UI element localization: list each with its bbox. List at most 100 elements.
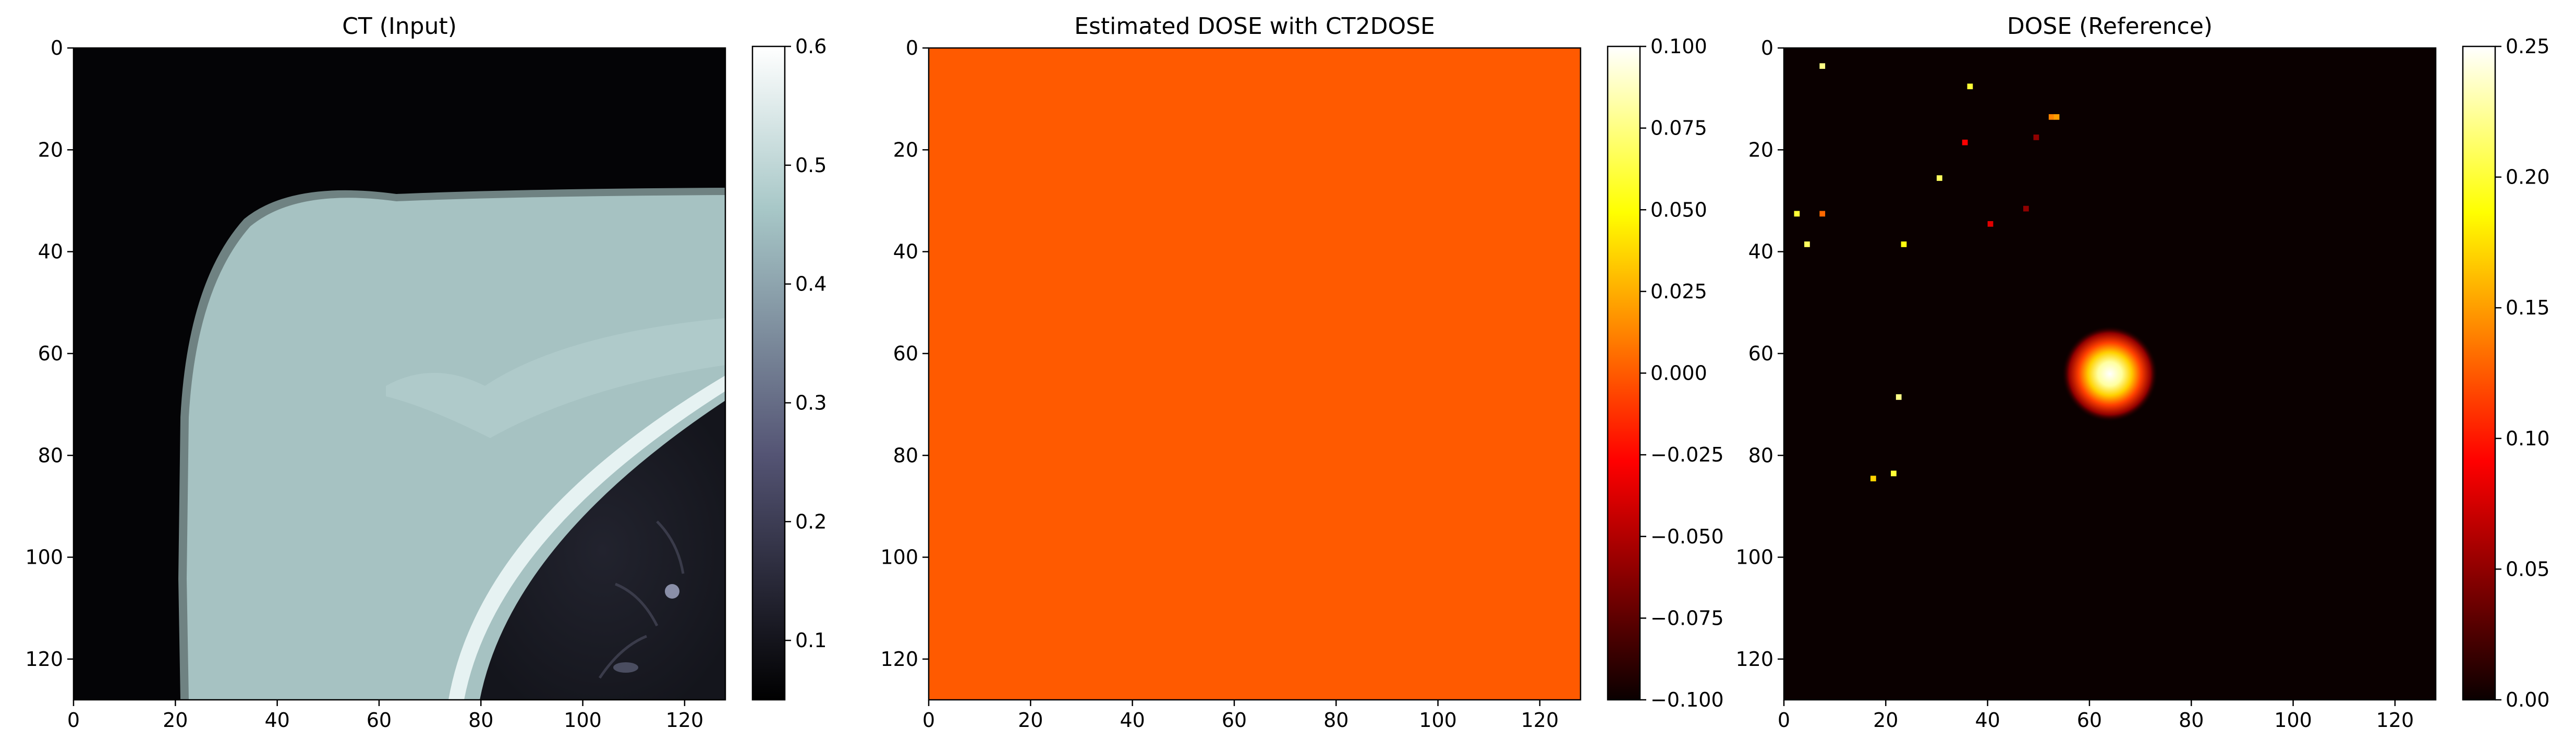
ct-input-panel: CT (Input) 0 20 40 60 80 100 120 0 20 40 60 80 100 1…	[25, 13, 827, 732]
ct-image	[74, 48, 725, 700]
ct-x-tick-label: 120	[666, 709, 704, 732]
ct-y-tick-label: 120	[25, 648, 63, 671]
ct-colorbar-tick-label: 0.6	[795, 35, 827, 58]
reference-dose-colorbar-tick-label: 0.10	[2506, 427, 2550, 450]
ct-x-tick-label: 0	[67, 709, 80, 732]
reference-dose-colorbar-tick-label: 0.20	[2506, 166, 2550, 189]
estimated-dose-colorbar-tick-label: 0.100	[1650, 35, 1707, 58]
estimated-dose-y-tick-label: 40	[893, 240, 918, 263]
ct-colorbar-tick-label: 0.5	[795, 154, 827, 177]
reference-dose-voxel	[1987, 221, 1994, 227]
reference-dose-x-ticks: 0 20 40 60 80 100 120	[1778, 700, 2414, 732]
estimated-dose-y-tick-label: 120	[880, 648, 918, 671]
estimated-dose-x-tick-label: 20	[1018, 709, 1043, 732]
reference-dose-colorbar-ticks: 0.00 0.05 0.10 0.15 0.20 0.25	[2495, 35, 2550, 711]
reference-dose-colorbar-tick-label: 0.05	[2506, 557, 2550, 580]
estimated-dose-y-tick-label: 80	[893, 444, 918, 467]
estimated-dose-x-tick-label: 60	[1222, 709, 1247, 732]
ct-colorbar	[751, 45, 786, 701]
reference-dose-voxel	[1819, 63, 1826, 69]
estimated-dose-colorbar-tick-label: −0.050	[1650, 525, 1724, 548]
ct-x-tick-label: 60	[367, 709, 392, 732]
reference-dose-voxel	[2023, 205, 2029, 212]
ct-title: CT (Input)	[342, 13, 457, 40]
reference-dose-voxel	[1794, 211, 1800, 217]
ct-vessels	[598, 520, 685, 679]
ct-axes-frame	[72, 47, 726, 701]
reference-dose-y-tick-label: 120	[1735, 648, 1773, 671]
ct-y-tick-label: 20	[38, 138, 63, 161]
reference-dose-title: DOSE (Reference)	[2007, 13, 2213, 40]
reference-dose-colorbar-tick-label: 0.15	[2506, 296, 2550, 319]
reference-dose-voxel	[1804, 241, 1810, 247]
reference-dose-voxel	[1936, 175, 1942, 181]
ct-colorbar-tick-label: 0.2	[795, 510, 827, 533]
estimated-dose-colorbar-tick-label: 0.075	[1650, 117, 1707, 140]
estimated-dose-x-tick-label: 0	[922, 709, 935, 732]
ct-x-tick-label: 100	[564, 709, 602, 732]
reference-dose-panel: DOSE (Reference) 0 20 40 60 80 100 120 0 20 40 60…	[1735, 13, 2549, 732]
reference-dose-voxel	[1895, 394, 1902, 400]
ct-muscle-band	[386, 318, 725, 438]
reference-dose-y-tick-label: 0	[1761, 37, 1773, 59]
reference-dose-x-tick-label: 40	[1975, 709, 2000, 732]
estimated-dose-y-ticks: 0 20 40 60 80 100 120	[880, 37, 929, 671]
ct-rib-highlight	[448, 375, 725, 700]
ct-x-tick-label: 40	[264, 709, 289, 732]
ct-y-ticks: 0 20 40 60 80 100 120	[25, 37, 74, 671]
estimated-dose-colorbar-tick-label: −0.075	[1650, 606, 1724, 629]
estimated-dose-colorbar-tick-label: 0.050	[1650, 198, 1707, 221]
reference-dose-colorbar-tick-label: 0.00	[2506, 688, 2550, 711]
reference-dose-voxel	[1891, 470, 1897, 477]
ct-colorbar-tick-label: 0.4	[795, 273, 827, 296]
ct-y-tick-label: 100	[25, 546, 63, 569]
reference-dose-voxel	[1967, 83, 1973, 90]
estimated-dose-axes-frame	[928, 47, 1582, 701]
reference-dose-y-tick-label: 20	[1748, 138, 1773, 161]
estimated-dose-x-tick-label: 40	[1120, 709, 1145, 732]
reference-dose-colorbar	[2462, 45, 2496, 701]
reference-dose-voxel	[2033, 135, 2039, 140]
reference-dose-colorbar-tick-label: 0.25	[2506, 35, 2550, 58]
reference-dose-voxel	[1962, 139, 1968, 145]
reference-dose-y-tick-label: 80	[1748, 444, 1773, 467]
reference-dose-voxel	[1819, 211, 1826, 217]
reference-dose-y-tick-label: 100	[1735, 546, 1773, 569]
estimated-dose-colorbar-tick-label: 0.025	[1650, 280, 1707, 303]
estimated-dose-y-tick-label: 100	[880, 546, 918, 569]
ct-vessel-dot	[665, 584, 679, 599]
reference-dose-x-tick-label: 100	[2274, 709, 2312, 732]
ct-y-tick-label: 0	[51, 37, 63, 59]
estimated-dose-x-ticks: 0 20 40 60 80 100 120	[922, 700, 1559, 732]
ct-colorbar-ticks: 0.1 0.2 0.3 0.4 0.5 0.6	[785, 35, 827, 652]
estimated-dose-y-tick-label: 60	[893, 342, 918, 365]
ct-colorbar-tick-label: 0.3	[795, 391, 827, 414]
estimated-dose-x-tick-label: 100	[1419, 709, 1457, 732]
ct-x-tick-label: 80	[468, 709, 493, 732]
reference-dose-x-tick-label: 120	[2376, 709, 2414, 732]
estimated-dose-x-tick-label: 120	[1521, 709, 1559, 732]
reference-dose-y-tick-label: 40	[1748, 240, 1773, 263]
reference-dose-voxel	[2048, 114, 2055, 120]
estimated-dose-colorbar-ticks: −0.100 −0.075 −0.050 −0.025 0.000 0.025 0.050 0…	[1640, 35, 1724, 711]
reference-dose-x-tick-label: 0	[1778, 709, 1790, 732]
reference-dose-voxel	[1901, 241, 1907, 247]
estimated-dose-colorbar-tick-label: −0.025	[1650, 443, 1724, 466]
reference-dose-x-tick-label: 60	[2077, 709, 2102, 732]
estimated-dose-title: Estimated DOSE with CT2DOSE	[1074, 13, 1435, 40]
ct-x-ticks: 0 20 40 60 80 100 120	[67, 700, 703, 732]
ct-y-tick-label: 60	[38, 342, 63, 365]
reference-dose-axes-frame	[1783, 47, 2437, 701]
reference-dose-voxel	[1870, 476, 1876, 482]
reference-dose-voxel	[2053, 114, 2060, 120]
estimated-dose-y-tick-label: 0	[906, 37, 918, 59]
ct-lung	[480, 400, 725, 700]
reference-dose-x-tick-label: 80	[2179, 709, 2204, 732]
estimated-dose-image	[929, 48, 1581, 700]
estimated-dose-y-tick-label: 20	[893, 138, 918, 161]
estimated-dose-colorbar-tick-label: 0.000	[1650, 362, 1707, 385]
estimated-dose-colorbar	[1607, 45, 1641, 701]
reference-dose-hotspot	[2062, 326, 2158, 422]
ct-vessel-dot-2	[613, 662, 638, 673]
reference-dose-x-tick-label: 20	[1873, 709, 1898, 732]
